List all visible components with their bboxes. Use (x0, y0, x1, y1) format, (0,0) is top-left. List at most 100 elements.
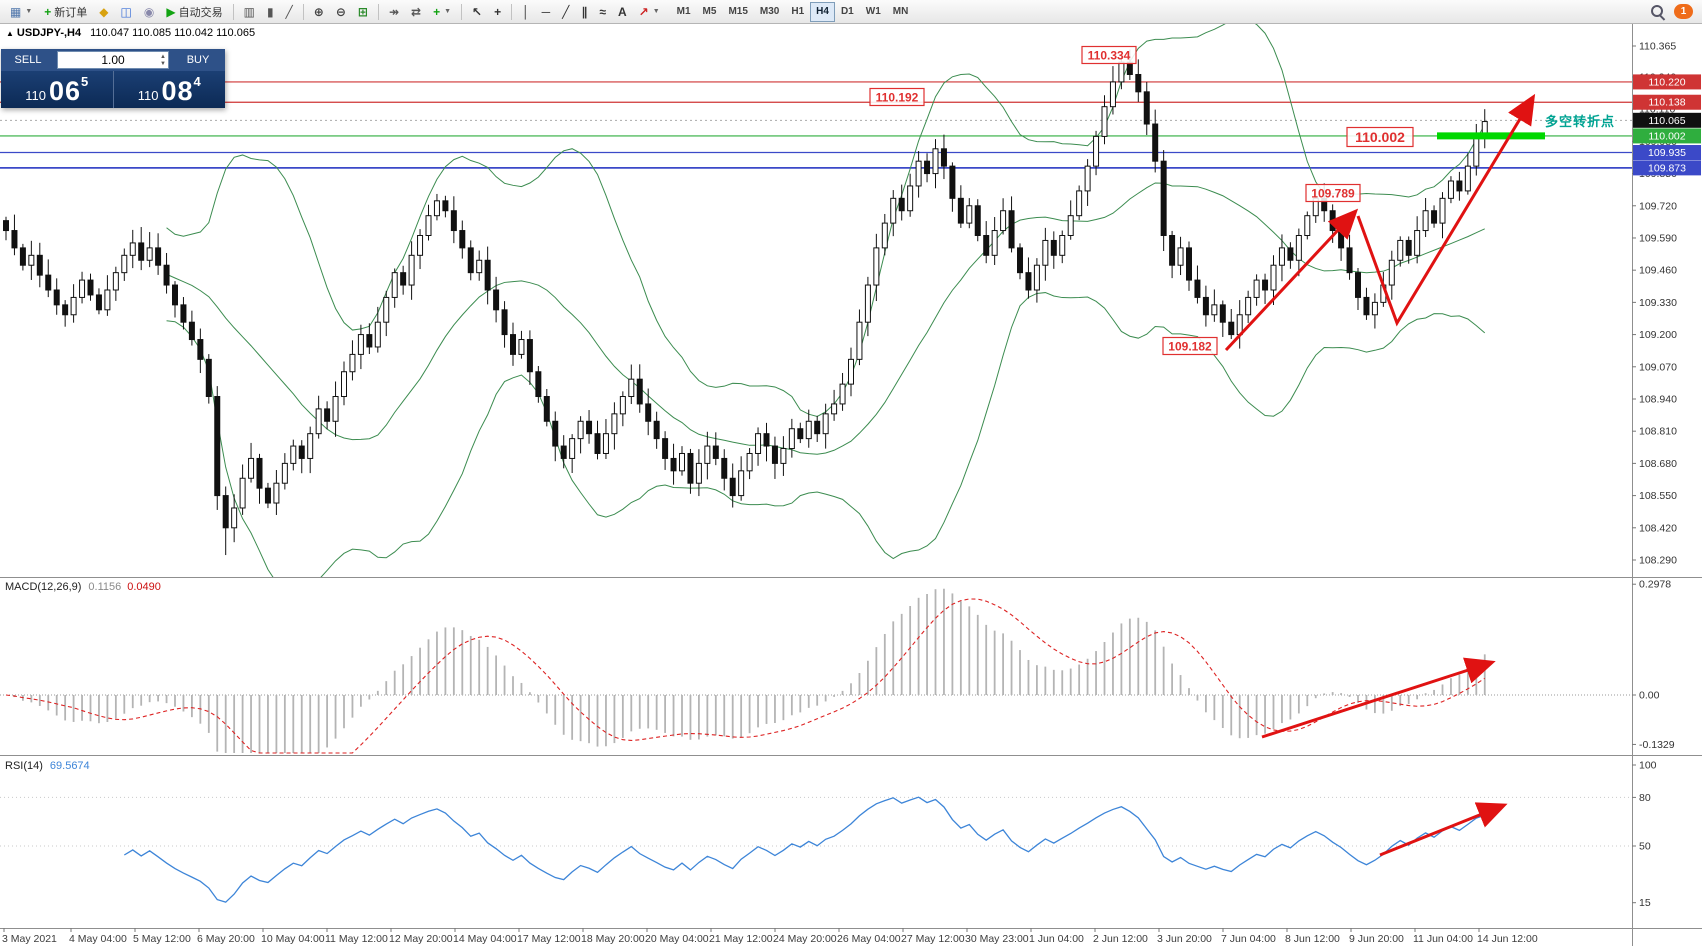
candle-body (755, 433, 762, 454)
candle-body (290, 445, 297, 464)
candle-body (1118, 61, 1125, 83)
price-annotation[interactable]: 110.334 (1081, 45, 1137, 65)
timeframe-h4[interactable]: H4 (810, 1, 835, 22)
tile-windows-button[interactable]: ⊞ (353, 1, 373, 23)
timeframe-mn[interactable]: MN (892, 6, 909, 17)
macd-name: MACD(12,26,9) (5, 581, 82, 593)
symbol-period-label: USDJPY-,H4 (16, 27, 82, 39)
zoom-out-button[interactable]: ⊖ (331, 1, 351, 23)
candle-body (1295, 234, 1302, 261)
text-tool-button[interactable]: A (613, 1, 632, 23)
rsi-trend-arrow[interactable] (1379, 802, 1508, 857)
fibonacci-button[interactable]: ≈ (594, 1, 611, 23)
candle-body (383, 296, 390, 323)
candle-body (1067, 215, 1074, 236)
time-label: 12 May 20:00 (389, 933, 453, 945)
candle-body (991, 230, 998, 256)
cursor-button[interactable]: ↖ (467, 1, 487, 23)
turning-point-label[interactable]: 多空转折点 (1545, 114, 1615, 129)
new-chart-caret-icon[interactable]: ▼ (25, 8, 33, 15)
line-chart-button[interactable]: ╱ (281, 1, 298, 23)
indicators-button[interactable]: + ▼ (428, 1, 456, 23)
macd-trend-arrow[interactable] (1261, 657, 1496, 739)
annotation-box[interactable] (1162, 336, 1218, 356)
sell-button[interactable]: 110 06 5 (1, 71, 113, 108)
toolbar-buttons: ▦ ▼ + 新订单 ◆ ◫ ◉ ▶ 自动交易 ▥ ▮ ╱ ⊕ ⊖ ⊞ ↠ ⇄ + ▼ ↖ + │ ─ ╱ ∥ ≈ A ↗ ▼ (4, 1, 666, 23)
timeframe-m15[interactable]: M15 (728, 6, 748, 17)
candle-body (1422, 210, 1429, 232)
spinner-up-icon[interactable]: ▲ (160, 54, 166, 60)
navigator-button[interactable]: ◉ (139, 1, 159, 23)
buy-button[interactable]: 110 08 4 (114, 71, 226, 108)
timeframe-w1[interactable]: W1 (865, 6, 881, 17)
timeframe-m1[interactable]: M1 (676, 6, 691, 17)
bar-chart-button[interactable]: ▥ (239, 1, 260, 23)
search-icon[interactable] (1650, 4, 1665, 19)
annotation-box[interactable] (1081, 45, 1137, 65)
favorites-button[interactable]: ◆ (94, 1, 113, 23)
time-label: 1 Jun 04:00 (1029, 933, 1084, 945)
spinner-down-icon[interactable]: ▼ (160, 61, 166, 67)
macd-scale-tick: 0.2978 (1639, 579, 1671, 591)
vertical-line-button[interactable]: │ (517, 1, 535, 23)
annotation-box[interactable] (1305, 183, 1361, 203)
timeframe-h1[interactable]: H1 (791, 6, 805, 17)
time-axis[interactable]: 3 May 2021 4 May 04:00 5 May 12:00 6 May 20… (2, 928, 1538, 945)
trend-arrow-zigzag[interactable] (1356, 93, 1536, 327)
chart-shift-button[interactable]: ⇄ (406, 1, 426, 23)
candle-body (915, 160, 922, 187)
horizontal-line-button[interactable]: ─ (537, 1, 556, 23)
candle-body (1109, 81, 1116, 108)
macd-scale-tick: -0.1329 (1639, 739, 1675, 751)
candle-body (940, 148, 947, 167)
timeframe-m5[interactable]: M5 (702, 6, 717, 17)
price-annotation[interactable]: 109.789 (1305, 183, 1361, 203)
trend-arrow-up[interactable] (1224, 208, 1359, 352)
rsi-scale-tick: 100 (1639, 760, 1657, 772)
volume-spinner[interactable]: ▲ ▼ (160, 54, 166, 68)
candle-body (1219, 304, 1226, 323)
channel-button[interactable]: ∥ (576, 1, 592, 23)
timeframe-m30[interactable]: M30 (759, 6, 780, 17)
rsi-scale-tick: 80 (1639, 792, 1651, 804)
indicators-caret-icon[interactable]: ▼ (444, 8, 452, 15)
buy-label[interactable]: BUY (186, 54, 210, 66)
crosshair-button[interactable]: + (489, 1, 506, 23)
candle-body (104, 289, 111, 311)
candle-body (19, 247, 26, 266)
new-order-button[interactable]: + 新订单 (39, 1, 92, 23)
autotrading-button[interactable]: ▶ 自动交易 (161, 1, 227, 23)
bid-prefix: 110 (25, 88, 46, 103)
arrows-tool-button[interactable]: ↗ ▼ (634, 1, 665, 23)
candle-body (839, 383, 846, 405)
candle-body (1076, 190, 1083, 217)
zoom-in-button[interactable]: ⊕ (309, 1, 329, 23)
new-chart-button[interactable]: ▦ ▼ (5, 1, 37, 23)
price-annotation[interactable]: 110.192 (869, 87, 925, 107)
candlestick-chart-button[interactable]: ▮ (262, 1, 279, 23)
trendline-button[interactable]: ╱ (557, 1, 574, 23)
timeframe-d1[interactable]: D1 (840, 6, 854, 17)
candle-body (28, 254, 35, 266)
auto-scroll-icon: ↠ (388, 4, 400, 19)
price-annotation[interactable]: 110.002 (1346, 126, 1414, 148)
candle-body (1160, 160, 1167, 236)
candle-body (121, 254, 128, 274)
price-annotation[interactable]: 109.182 (1162, 336, 1218, 356)
annotation-box[interactable] (1346, 126, 1414, 148)
volume-field[interactable]: 1.00 ▲ ▼ (57, 51, 169, 69)
auto-scroll-button[interactable]: ↠ (384, 1, 404, 23)
arrows-tool-caret-icon[interactable]: ▼ (652, 8, 660, 15)
notifications-badge[interactable]: 1 (1674, 4, 1693, 19)
sell-label[interactable]: SELL (14, 54, 42, 66)
collapse-icon[interactable]: ▲ (6, 29, 14, 38)
annotation-text: 110.334 (1088, 48, 1131, 62)
candle-body (11, 230, 18, 249)
market-watch-button[interactable]: ◫ (116, 1, 137, 23)
annotation-box[interactable] (869, 87, 925, 107)
candle-body (374, 321, 381, 348)
price-divider (112, 71, 114, 108)
candle-body (95, 294, 102, 311)
candle-body (552, 420, 559, 447)
candle-body (1405, 239, 1412, 256)
